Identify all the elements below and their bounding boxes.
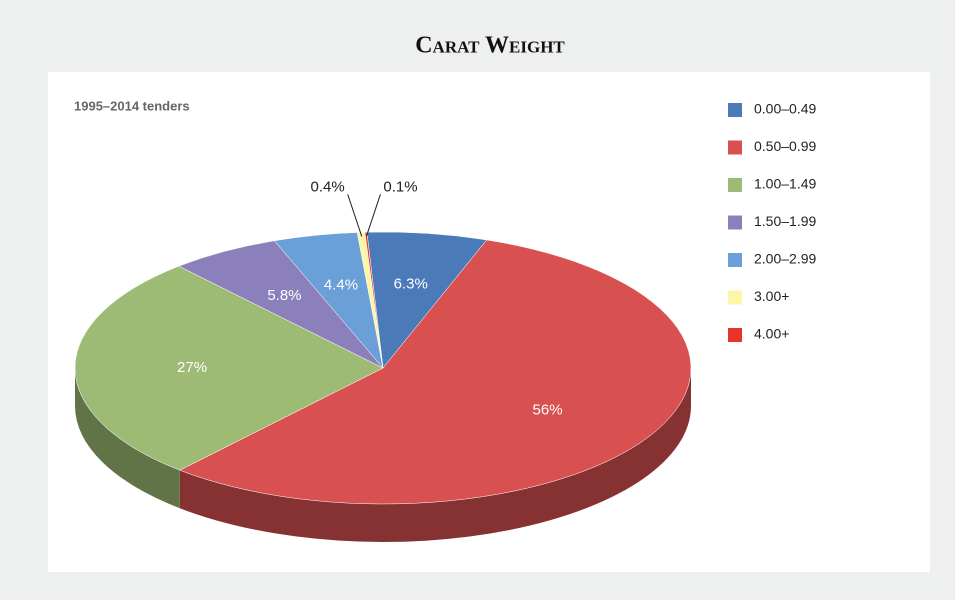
legend-swatch [728,290,742,305]
legend-swatch [728,178,742,192]
slice [366,231,488,369]
slice [74,265,384,471]
slice [179,239,692,505]
legend-swatch [728,253,742,267]
chart-title: Carat Weight [415,33,565,59]
legend-label: 1.00–1.49 [754,176,816,192]
leader-line [365,194,381,237]
legend-label: 0.50–0.99 [754,138,816,154]
slice-side [75,368,180,509]
leader-line [347,194,363,237]
data-label: 0.4% [311,178,345,195]
data-label: 6.3% [394,276,428,293]
legend-label: 2.00–2.99 [754,251,816,267]
legend-swatch [728,103,742,117]
slice-side [179,368,691,542]
data-label: 56% [533,402,563,419]
legend-swatch [728,140,742,155]
legend-label: 1.50–1.99 [754,213,816,229]
legend-swatch [728,215,742,230]
slice [364,231,384,369]
data-label: 4.4% [324,277,358,294]
legend-swatch [728,328,742,342]
legend-label: 0.00–0.49 [754,101,816,117]
legend-label: 4.00+ [754,326,789,342]
data-label: 5.8% [267,287,301,304]
subtitle: 1995–2014 tenders [74,98,190,113]
data-label: 27% [177,359,207,376]
legend-label: 3.00+ [754,288,789,304]
data-label: 0.1% [383,178,417,195]
